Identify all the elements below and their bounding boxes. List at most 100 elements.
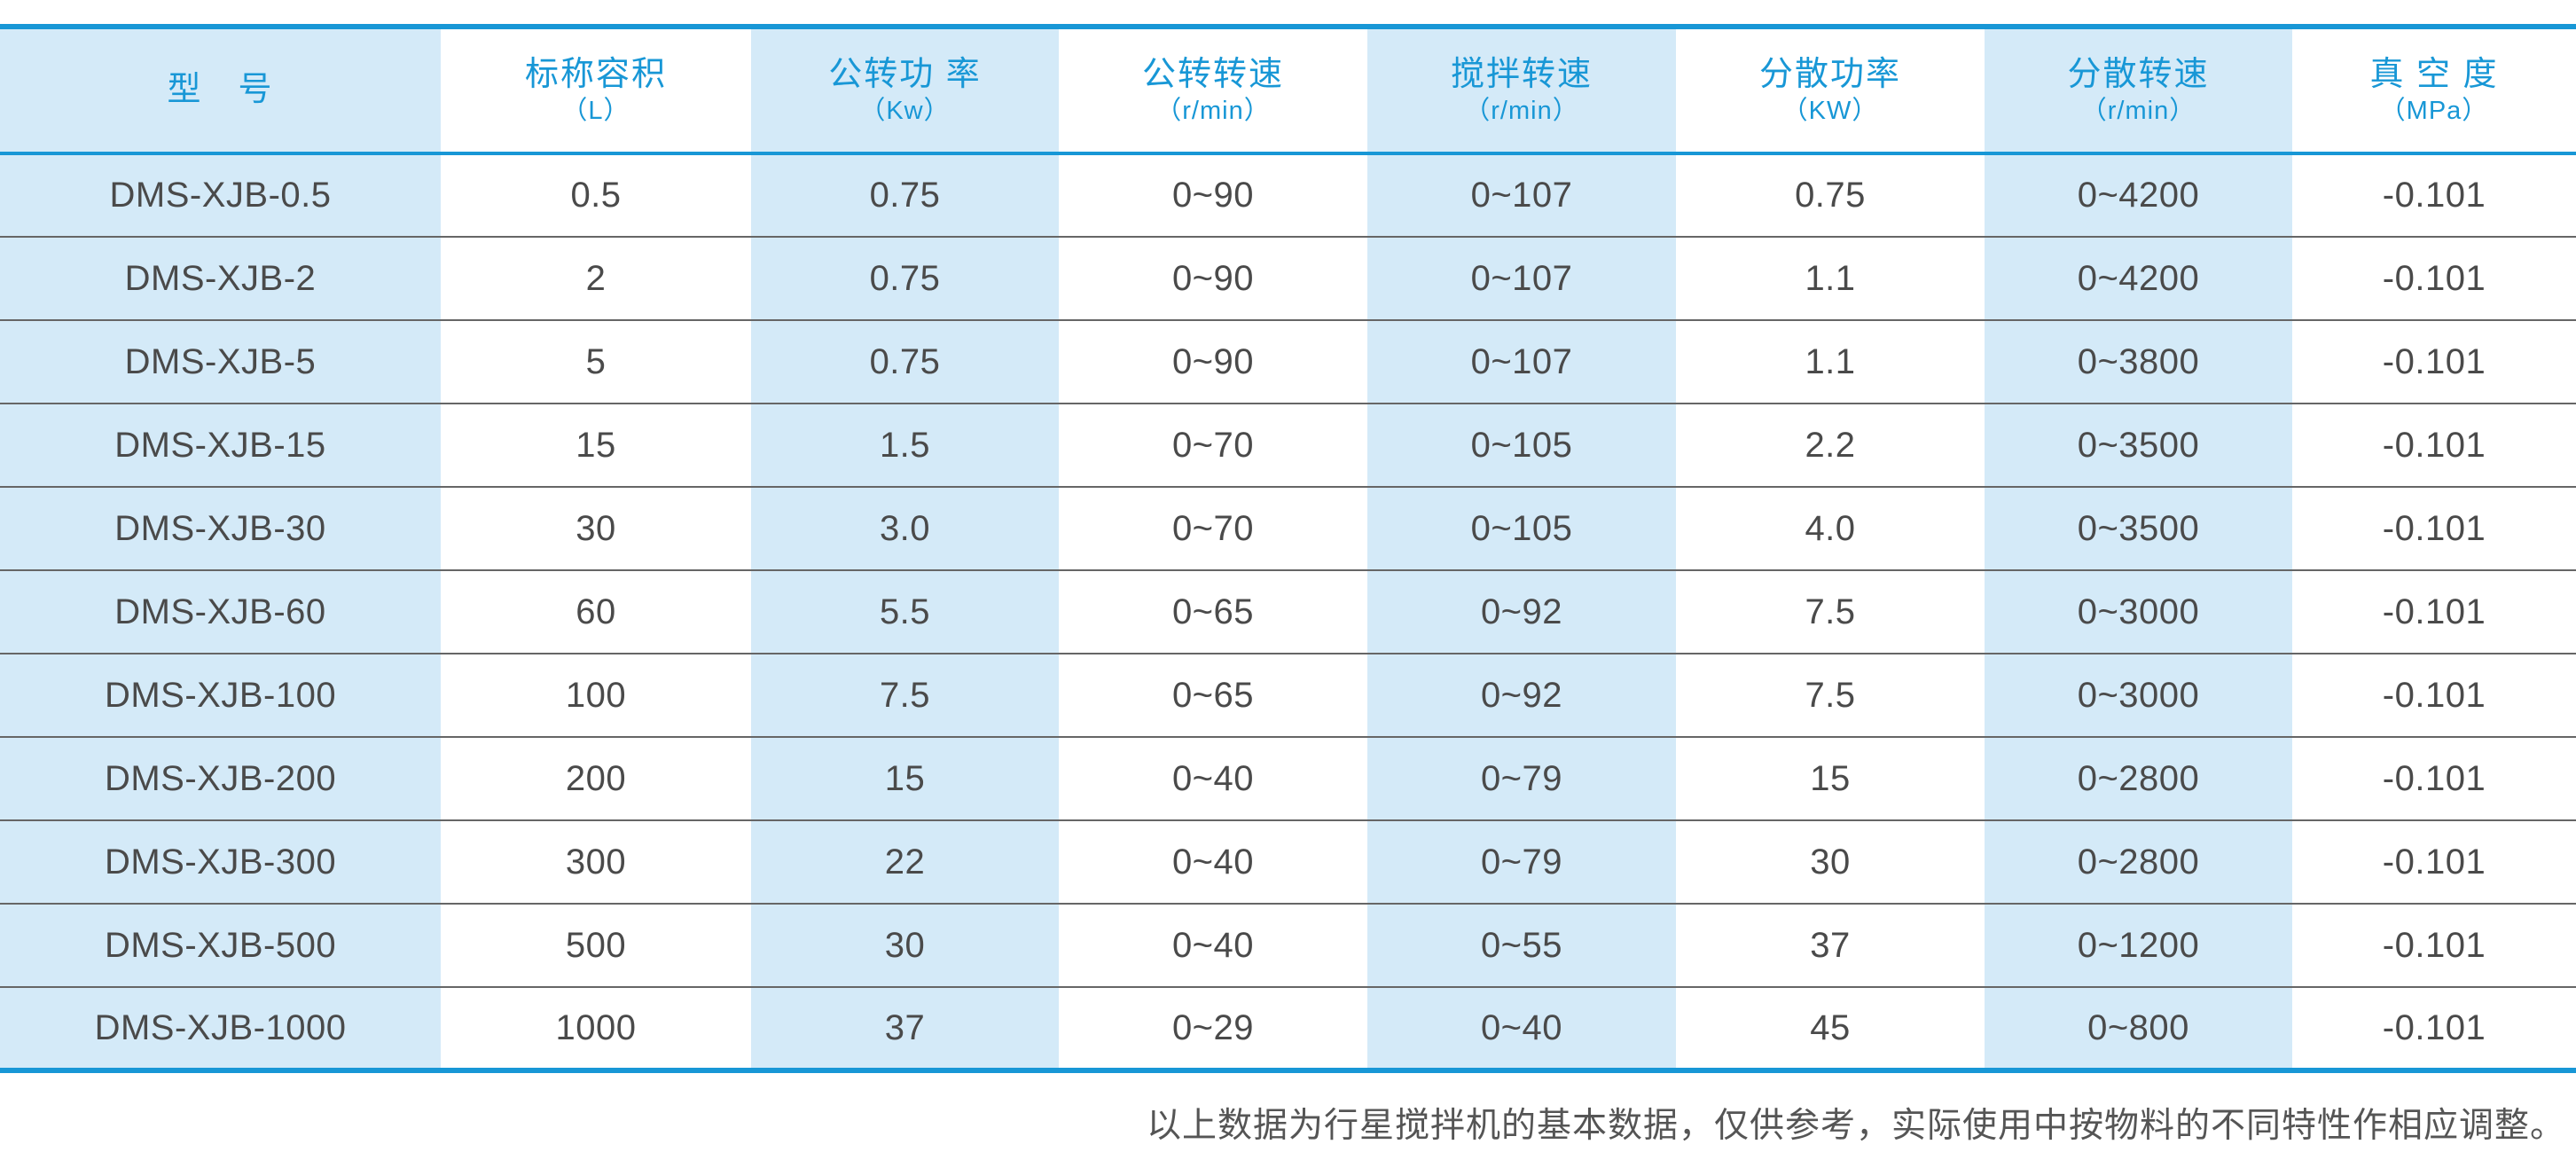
cell-value: 1.1 xyxy=(1805,341,1856,381)
cell-value: 22 xyxy=(884,842,926,882)
table-row: DMS-XJB-15 15 1.5 0~70 0~105 2.2 0~3500 -0.101 xyxy=(0,404,2576,487)
column-unit: （r/min） xyxy=(1464,97,1579,126)
cell-value: 0~105 xyxy=(1470,425,1573,465)
table-row: DMS-XJB-30 30 3.0 0~70 0~105 4.0 0~3500 -0.101 xyxy=(0,487,2576,570)
column-title: 分散转速 xyxy=(2067,55,2210,93)
cell-model: DMS-XJB-30 xyxy=(114,508,326,548)
table-row: DMS-XJB-1000 1000 37 0~29 0~40 45 0~800 -0.101 xyxy=(0,987,2576,1070)
cell-value: 37 xyxy=(884,1007,926,1047)
column-title: 公转功 率 xyxy=(828,55,982,93)
cell-value: 500 xyxy=(565,925,627,965)
table-body: DMS-XJB-0.5 0.5 0.75 0~90 0~107 0.75 0~4200 -0.… xyxy=(0,153,2576,1070)
cell-value: 0~92 xyxy=(1480,592,1563,631)
cell-model: DMS-XJB-1000 xyxy=(94,1007,347,1047)
cell-value: 7.5 xyxy=(1805,675,1856,715)
cell-value: 0~70 xyxy=(1171,425,1255,465)
footnote-text: 以上数据为行星搅拌机的基本数据，仅供参考，实际使用中按物料的不同特性作相应调整。 xyxy=(1146,1106,2565,1146)
cell-value: 30 xyxy=(884,925,926,965)
cell-value: 2.2 xyxy=(1805,425,1856,465)
column-unit: （KW） xyxy=(1781,97,1879,126)
cell-value: 7.5 xyxy=(1805,592,1856,631)
cell-value: -0.101 xyxy=(2382,758,2486,798)
cell-value: -0.101 xyxy=(2382,592,2486,631)
column-header-6: 分散转速 （r/min） xyxy=(1985,27,2292,155)
cell-value: 0~92 xyxy=(1480,675,1563,715)
cell-value: 0~107 xyxy=(1470,258,1573,298)
column-title: 型 号 xyxy=(167,71,274,109)
cell-value: 200 xyxy=(565,758,627,798)
cell-value: 0~65 xyxy=(1171,592,1255,631)
cell-value: 0~107 xyxy=(1470,341,1573,381)
cell-model: DMS-XJB-2 xyxy=(124,258,317,298)
header-row: 型 号 标称容积 （L） 公转功 率 （Kw） 公转转速 （r/min） 搅拌转速 （r/min… xyxy=(0,27,2576,155)
cell-value: 30 xyxy=(1810,842,1851,882)
cell-value: 0~29 xyxy=(1171,1007,1255,1047)
cell-value: -0.101 xyxy=(2382,675,2486,715)
cell-value: 0.75 xyxy=(1795,176,1866,215)
cell-value: 0~2800 xyxy=(2077,758,2200,798)
column-title: 真 空 度 xyxy=(2369,55,2499,93)
cell-value: 100 xyxy=(565,675,627,715)
column-header-5: 分散功率 （KW） xyxy=(1676,27,1985,155)
table-header: 型 号 标称容积 （L） 公转功 率 （Kw） 公转转速 （r/min） 搅拌转速 （r/min… xyxy=(0,27,2576,155)
cell-value: 60 xyxy=(575,592,616,631)
cell-value: -0.101 xyxy=(2382,508,2486,548)
cell-value: 0~4200 xyxy=(2077,176,2200,215)
cell-value: -0.101 xyxy=(2382,176,2486,215)
cell-value: 0~1200 xyxy=(2077,925,2200,965)
cell-value: 3.0 xyxy=(879,508,931,548)
cell-value: 0~3000 xyxy=(2077,675,2200,715)
cell-model: DMS-XJB-60 xyxy=(114,592,326,631)
cell-value: 15 xyxy=(1810,758,1851,798)
cell-value: 0~40 xyxy=(1171,925,1255,965)
column-unit: （Kw） xyxy=(859,97,951,126)
cell-value: 0~70 xyxy=(1171,508,1255,548)
cell-value: 0~107 xyxy=(1470,176,1573,215)
cell-value: 0~40 xyxy=(1171,758,1255,798)
cell-value: 0.75 xyxy=(869,176,941,215)
table-row: DMS-XJB-200 200 15 0~40 0~79 15 0~2800 -0.101 xyxy=(0,737,2576,820)
cell-value: 0~4200 xyxy=(2077,258,2200,298)
cell-value: -0.101 xyxy=(2382,1007,2486,1047)
cell-value: -0.101 xyxy=(2382,425,2486,465)
cell-value: 300 xyxy=(565,842,627,882)
column-header-4: 搅拌转速 （r/min） xyxy=(1367,27,1676,155)
cell-value: 37 xyxy=(1810,925,1851,965)
cell-model: DMS-XJB-200 xyxy=(104,758,337,798)
cell-value: 0~105 xyxy=(1470,508,1573,548)
cell-value: 0~40 xyxy=(1171,842,1255,882)
cell-value: -0.101 xyxy=(2382,258,2486,298)
cell-value: 0~79 xyxy=(1480,842,1563,882)
cell-value: 0~90 xyxy=(1171,258,1255,298)
cell-value: 4.0 xyxy=(1805,508,1856,548)
table-row: DMS-XJB-500 500 30 0~40 0~55 37 0~1200 -0.101 xyxy=(0,904,2576,987)
column-title: 标称容积 xyxy=(524,55,667,93)
cell-model: DMS-XJB-300 xyxy=(104,842,337,882)
column-header-0: 型 号 xyxy=(0,27,441,155)
column-unit: （r/min） xyxy=(1155,97,1271,126)
cell-model: DMS-XJB-0.5 xyxy=(109,176,332,215)
column-unit: （L） xyxy=(561,97,630,126)
cell-value: 0~800 xyxy=(2087,1007,2189,1047)
cell-value: 0~90 xyxy=(1171,341,1255,381)
column-title: 分散功率 xyxy=(1758,55,1901,93)
cell-value: 0~40 xyxy=(1480,1007,1563,1047)
column-header-7: 真 空 度 （MPa） xyxy=(2292,27,2576,155)
column-unit: （MPa） xyxy=(2379,97,2489,126)
cell-value: 1000 xyxy=(555,1007,637,1047)
column-header-1: 标称容积 （L） xyxy=(441,27,751,155)
cell-value: 15 xyxy=(575,425,616,465)
cell-value: 0~3500 xyxy=(2077,425,2200,465)
cell-model: DMS-XJB-5 xyxy=(124,341,317,381)
table-row: DMS-XJB-2 2 0.75 0~90 0~107 1.1 0~4200 -0.101 xyxy=(0,237,2576,320)
table-row: DMS-XJB-0.5 0.5 0.75 0~90 0~107 0.75 0~4200 -0.… xyxy=(0,153,2576,237)
cell-value: 0.75 xyxy=(869,341,941,381)
table-row: DMS-XJB-100 100 7.5 0~65 0~92 7.5 0~3000 -0.101 xyxy=(0,654,2576,737)
cell-value: 0~3500 xyxy=(2077,508,2200,548)
cell-value: 0~90 xyxy=(1171,176,1255,215)
cell-value: 0~3000 xyxy=(2077,592,2200,631)
cell-value: 2 xyxy=(585,258,607,298)
cell-value: 15 xyxy=(884,758,926,798)
cell-value: -0.101 xyxy=(2382,842,2486,882)
